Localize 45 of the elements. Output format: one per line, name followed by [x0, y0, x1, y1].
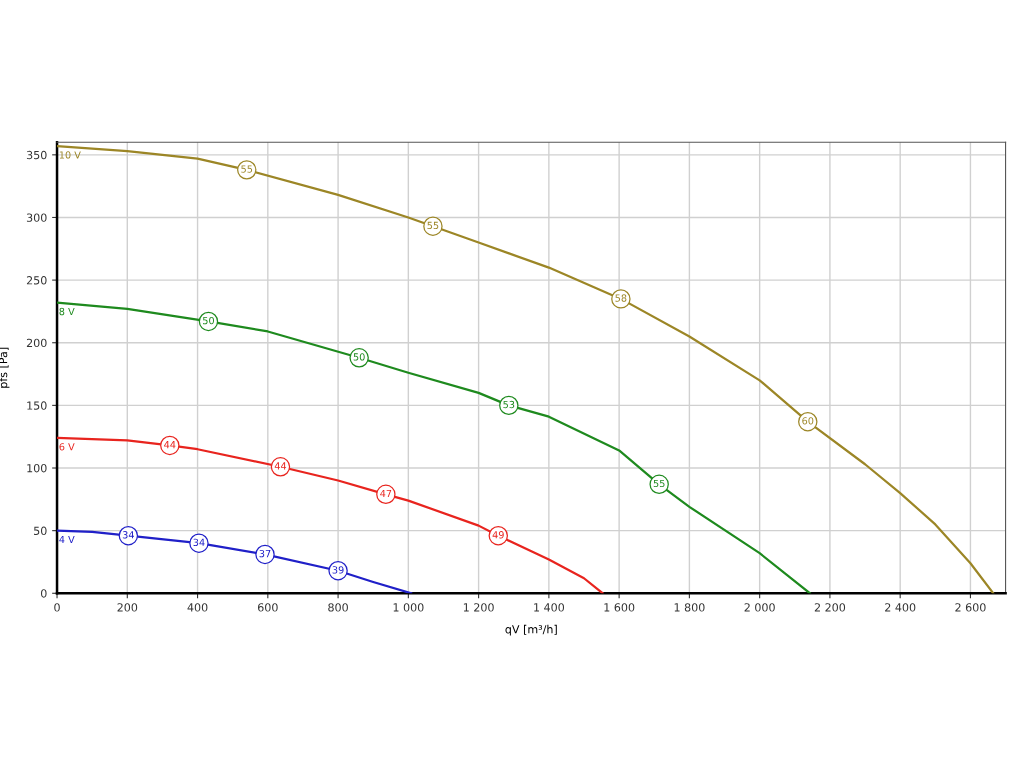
line-series [57, 435, 604, 594]
annotation: 37 [259, 549, 271, 558]
x-tick-label: 2 200 [814, 603, 846, 612]
annotation: 47 [380, 489, 392, 497]
series-label: 8 V [59, 307, 75, 316]
x-tick-label: 200 [117, 603, 138, 612]
x-tick-label: 1 200 [463, 603, 494, 612]
x-tick-label: 1 800 [674, 603, 705, 612]
x-tick-label: 2 600 [955, 603, 986, 612]
annotation: 50 [203, 316, 214, 325]
annotation: 58 [615, 294, 627, 302]
x-tick-label: 1 000 [393, 603, 424, 612]
annotation: 55 [241, 165, 253, 173]
series-label: 4 V [59, 535, 75, 544]
x-tick-label: 800 [328, 603, 348, 612]
x-tick-label: 2 400 [885, 603, 916, 612]
annotation: 49 [492, 531, 504, 539]
y-tick-label: 200 [26, 338, 47, 348]
annotation: 44 [164, 441, 176, 449]
series-label: 6 V [59, 443, 75, 451]
annotation: 34 [122, 531, 134, 539]
annotation: 39 [332, 566, 344, 574]
annotation: 44 [274, 462, 287, 470]
annotation: 60 [802, 417, 814, 425]
y-tick-label: 0 [40, 589, 47, 598]
annotation: 34 [193, 538, 205, 546]
x-tick-label: 0 [54, 603, 60, 612]
x-tick-label: 1 600 [604, 603, 635, 612]
y-tick-label: 250 [26, 276, 47, 285]
y-tick-label: 300 [26, 213, 47, 222]
line-series [57, 144, 995, 594]
x-axis-title: qV [m³/h] [505, 624, 557, 636]
series-label: 10 V [59, 151, 81, 159]
annotation: 55 [653, 479, 665, 488]
x-tick-label: 2 000 [744, 603, 775, 612]
x-tick-label: 400 [187, 603, 208, 612]
x-tick-label: 600 [257, 603, 278, 612]
annotation: 50 [353, 353, 365, 361]
y-tick-label: 100 [27, 463, 47, 473]
annotation: 55 [427, 221, 439, 230]
y-tick-label: 350 [26, 150, 47, 160]
annotation: 53 [503, 400, 515, 409]
x-tick-label: 1 400 [534, 603, 565, 612]
y-tick-label: 50 [34, 526, 47, 536]
y-tick-label: 150 [27, 401, 47, 410]
